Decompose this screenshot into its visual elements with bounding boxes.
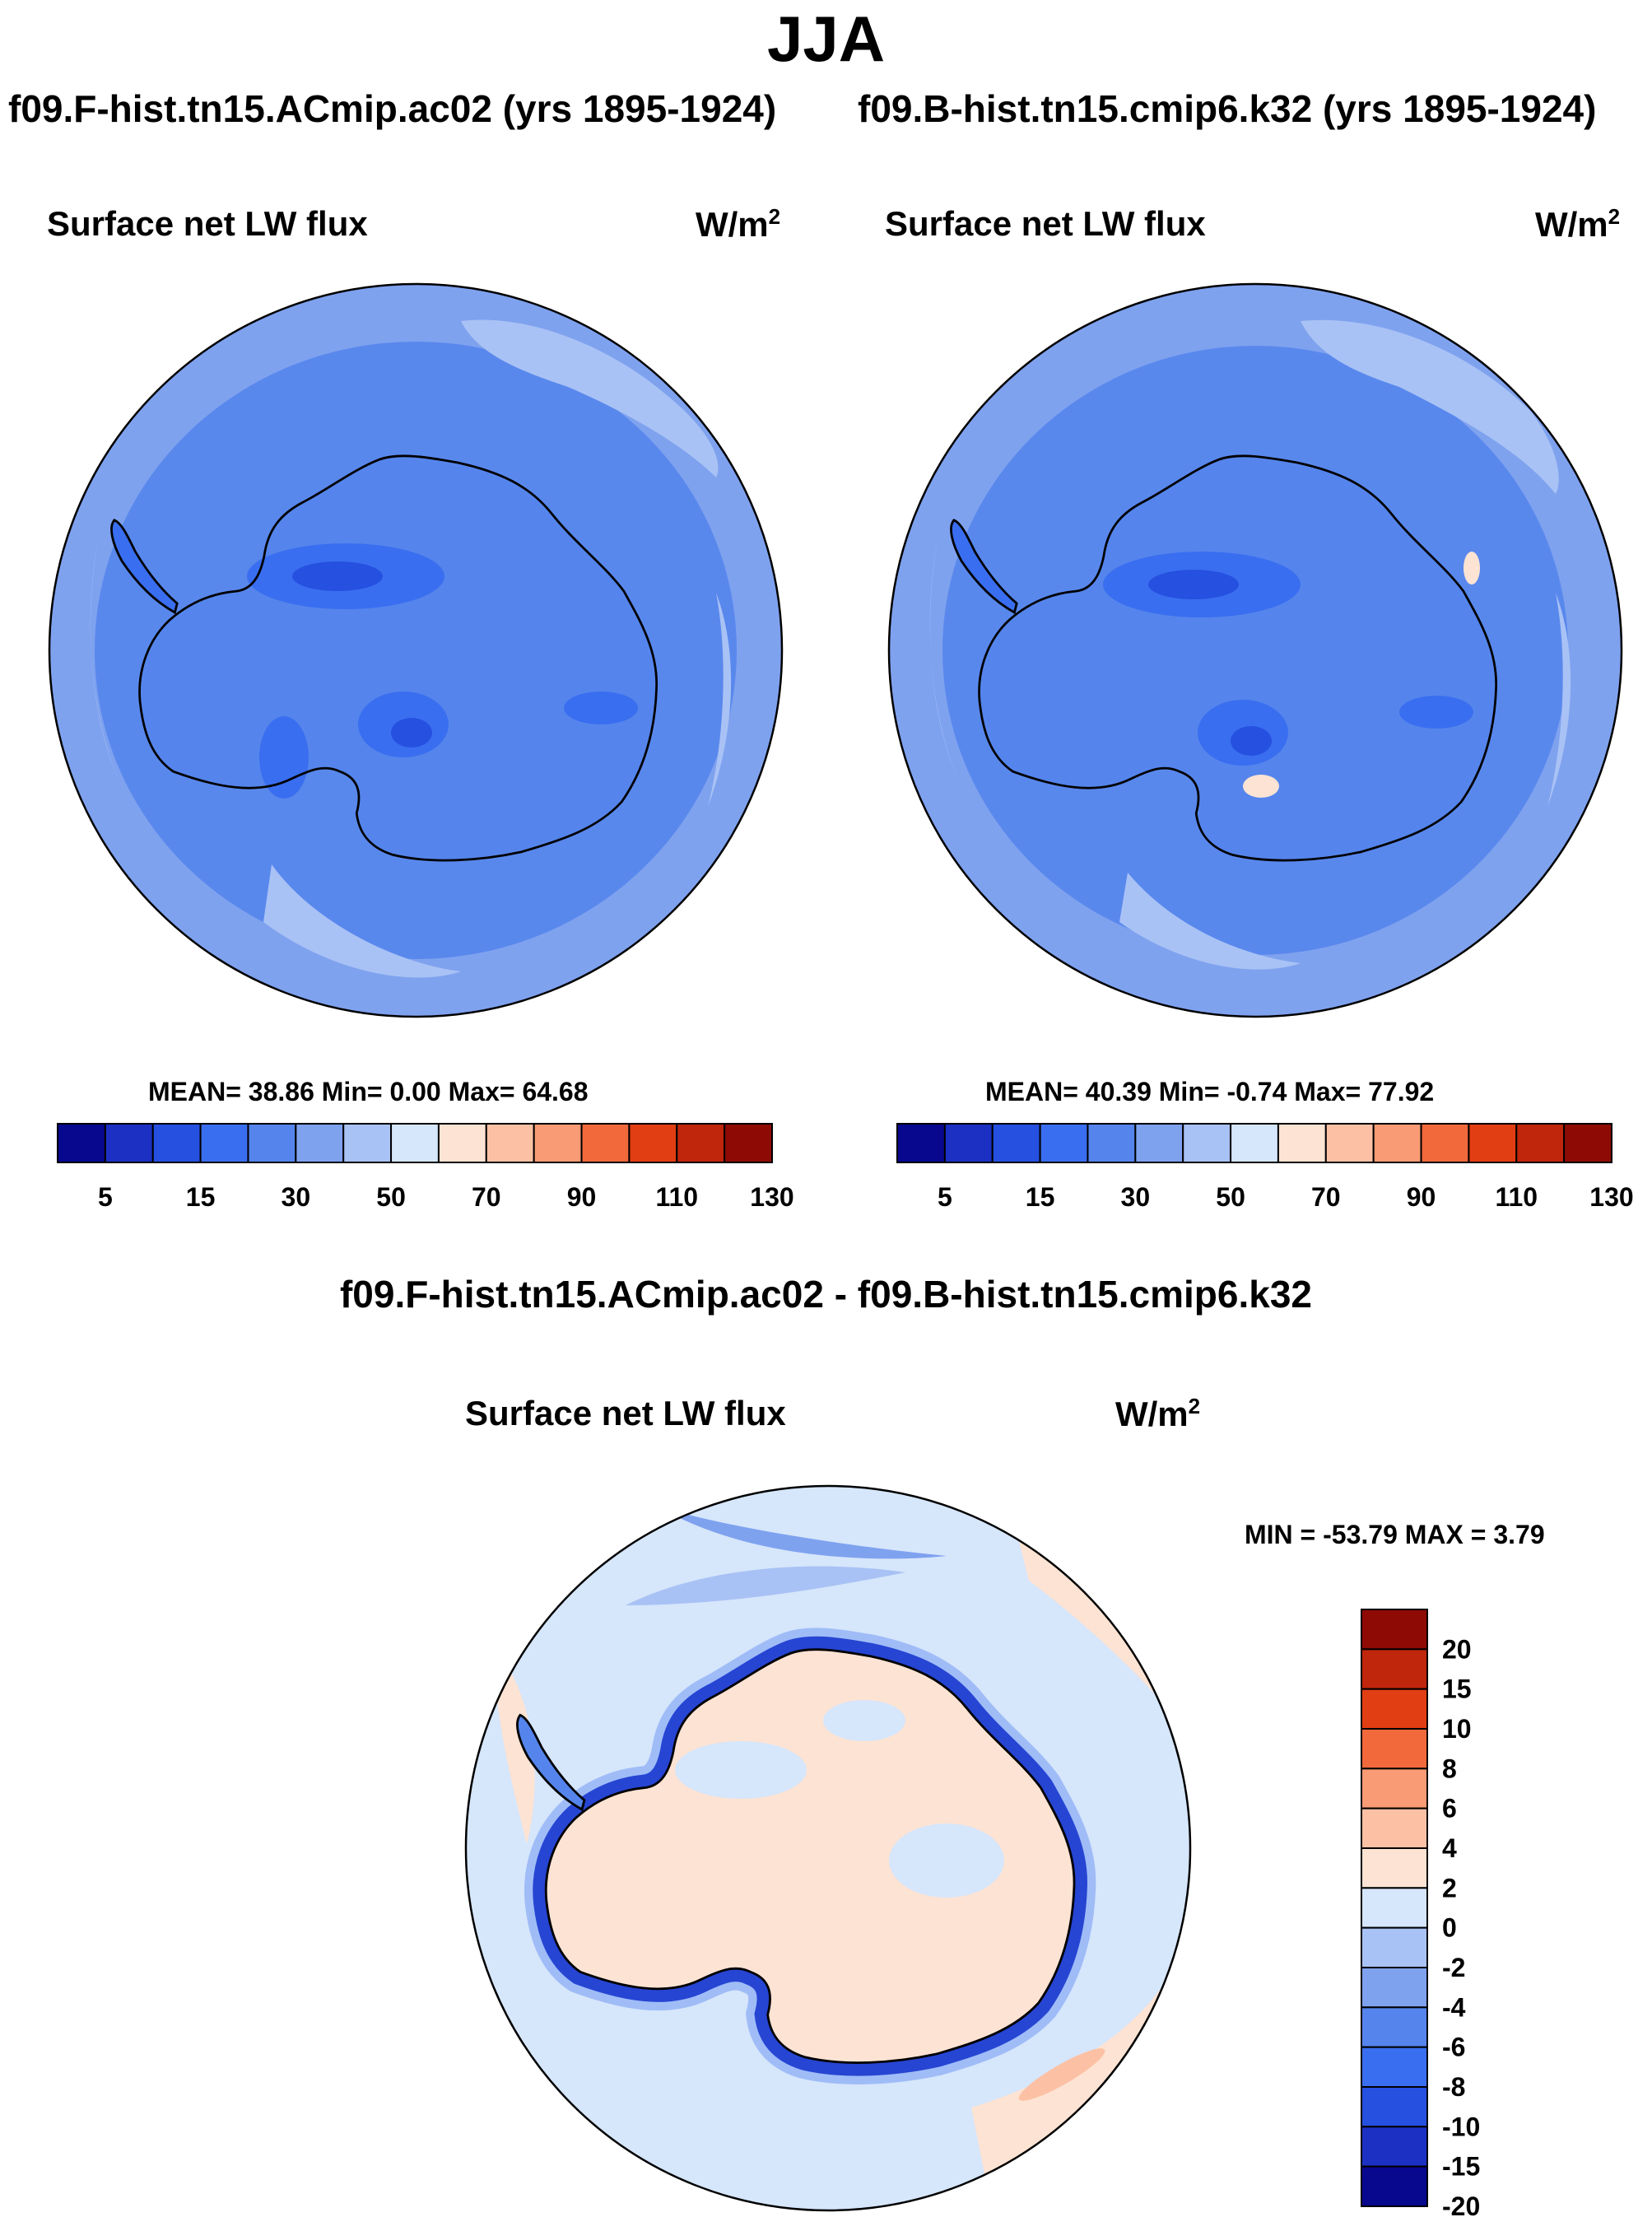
left-colorbar-swatch	[199, 1123, 249, 1163]
diff-units-label: W/m2	[1115, 1394, 1201, 1433]
diff-colorbar-tick-label: -4	[1442, 1992, 1466, 2022]
right-colorbar-swatch	[1182, 1123, 1232, 1163]
diff-colorbar-tick-label: 2	[1442, 1873, 1457, 1903]
right-colorbar-tick-label: 110	[1495, 1182, 1538, 1212]
diff-colorbar-tick-label: -10	[1442, 2112, 1480, 2141]
right-colorbar-swatch	[1134, 1123, 1184, 1163]
right-colorbar-swatch	[991, 1123, 1041, 1163]
diff-colorbar-tick-label: 15	[1442, 1674, 1472, 1704]
left-colorbar-tick-label: 130	[750, 1182, 793, 1212]
right-colorbar-swatch	[1372, 1123, 1422, 1163]
right-colorbar-swatch	[1420, 1123, 1470, 1163]
left-colorbar-tick-label: 30	[282, 1182, 311, 1212]
left-colorbar-swatch	[390, 1123, 440, 1163]
diff-colorbar-swatch	[1361, 1609, 1428, 1651]
diff-variable-label: Surface net LW flux	[465, 1394, 786, 1432]
left-colorbar-swatch	[628, 1123, 678, 1163]
right-colorbar-swatch	[1039, 1123, 1089, 1163]
left-run-title: f09.F-hist.tn15.ACmip.ac02 (yrs 1895-192…	[8, 87, 777, 130]
diff-colorbar-tick-label: 0	[1442, 1913, 1457, 1943]
right-colorbar: 5 15 30 50 70 90 110 130	[896, 1123, 1634, 1212]
left-colorbar-swatch	[104, 1123, 154, 1163]
left-colorbar-swatch	[580, 1123, 631, 1163]
left-colorbar-swatch	[295, 1123, 345, 1163]
right-colorbar-tick-label: 130	[1589, 1182, 1633, 1212]
left-stats: MEAN= 38.86 Min= 0.00 Max= 64.68	[148, 1077, 589, 1106]
diff-colorbar-swatch	[1361, 2165, 1428, 2208]
right-colorbar-swatch	[896, 1123, 946, 1163]
diff-colorbar-swatch	[1361, 1847, 1428, 1889]
diff-colorbar-tick-label: 6	[1442, 1794, 1457, 1823]
figure-title: JJA	[766, 2, 886, 75]
diff-colorbar-tick-label: 8	[1442, 1754, 1457, 1783]
left-colorbar-swatch	[485, 1123, 535, 1163]
diff-colorbar-tick-label: -20	[1442, 2191, 1480, 2217]
diff-title: f09.F-hist.tn15.ACmip.ac02 - f09.B-hist.…	[339, 1273, 1313, 1316]
diff-colorbar-tick-label: -2	[1442, 1953, 1465, 1982]
right-colorbar-swatch	[1087, 1123, 1137, 1163]
diff-colorbar-tick-label: -6	[1442, 2033, 1465, 2062]
diff-colorbar-tick-label: 20	[1442, 1634, 1472, 1664]
left-colorbar-tick-label: 110	[655, 1182, 698, 1212]
right-colorbar-swatch	[1563, 1123, 1612, 1163]
left-colorbar-swatch	[533, 1123, 583, 1163]
right-run-title: f09.B-hist.tn15.cmip6.k32 (yrs 1895-1924…	[858, 87, 1597, 130]
left-map	[48, 282, 784, 1018]
right-colorbar-swatch	[1324, 1123, 1375, 1163]
left-colorbar-swatch	[151, 1123, 202, 1163]
diff-colorbar-swatch	[1361, 1728, 1428, 1770]
right-colorbar-tick-label: 90	[1407, 1182, 1436, 1212]
left-colorbar-swatch	[57, 1123, 106, 1163]
right-colorbar-tick-label: 15	[1026, 1182, 1055, 1212]
left-units-label: W/m2	[696, 204, 781, 244]
left-colorbar-swatch	[724, 1123, 774, 1163]
diff-colorbar-swatch	[1361, 1887, 1428, 1929]
right-colorbar-swatch	[1468, 1123, 1518, 1163]
left-colorbar-swatch	[247, 1123, 297, 1163]
right-colorbar-swatch	[1277, 1123, 1327, 1163]
diff-colorbar-tick-label: -8	[1442, 2072, 1465, 2102]
right-colorbar-swatch	[1515, 1123, 1566, 1163]
diff-colorbar-swatch	[1361, 2006, 1428, 2048]
diff-map	[464, 1484, 1192, 2212]
left-colorbar-swatch	[437, 1123, 487, 1163]
diff-colorbar-swatch	[1361, 1768, 1428, 1809]
right-colorbar-tick-label: 50	[1216, 1182, 1245, 1212]
diff-colorbar-swatch	[1361, 2126, 1428, 2168]
left-colorbar-tick-label: 70	[472, 1182, 501, 1212]
left-colorbar-tick-label: 15	[186, 1182, 216, 1212]
right-colorbar-swatch	[943, 1123, 994, 1163]
right-colorbar-swatch	[1230, 1123, 1279, 1163]
diff-colorbar-swatch	[1361, 1926, 1428, 1969]
right-map	[887, 282, 1623, 1018]
right-colorbar-tick-label: 30	[1121, 1182, 1151, 1212]
diff-colorbar-swatch	[1361, 2046, 1428, 2089]
right-units-label: W/m2	[1535, 204, 1621, 244]
diff-colorbar-swatch	[1361, 1688, 1428, 1730]
left-colorbar-tick-label: 5	[98, 1182, 113, 1212]
left-colorbar: 5 15 30 50 70 90 110 130	[57, 1123, 794, 1212]
right-variable-label: Surface net LW flux	[885, 204, 1206, 243]
diff-colorbar-tick-label: 4	[1442, 1833, 1457, 1863]
diff-colorbar-swatch	[1361, 1967, 1428, 2009]
diff-stats: MIN = -53.79 MAX = 3.79	[1245, 1520, 1545, 1549]
diff-colorbar-swatch	[1361, 1807, 1428, 1850]
left-colorbar-tick-label: 90	[567, 1182, 597, 1212]
right-stats: MEAN= 40.39 Min= -0.74 Max= 77.92	[985, 1077, 1435, 1106]
diff-colorbar-tick-label: -15	[1442, 2152, 1480, 2182]
diff-colorbar-swatch	[1361, 1648, 1428, 1690]
diff-colorbar-swatch	[1361, 2086, 1428, 2128]
right-colorbar-tick-label: 5	[938, 1182, 952, 1212]
left-colorbar-swatch	[342, 1123, 393, 1163]
left-colorbar-tick-label: 50	[376, 1182, 406, 1212]
right-colorbar-tick-label: 70	[1311, 1182, 1341, 1212]
left-variable-label: Surface net LW flux	[47, 204, 368, 243]
diff-colorbar-tick-label: 10	[1442, 1714, 1472, 1744]
left-colorbar-swatch	[676, 1123, 726, 1163]
